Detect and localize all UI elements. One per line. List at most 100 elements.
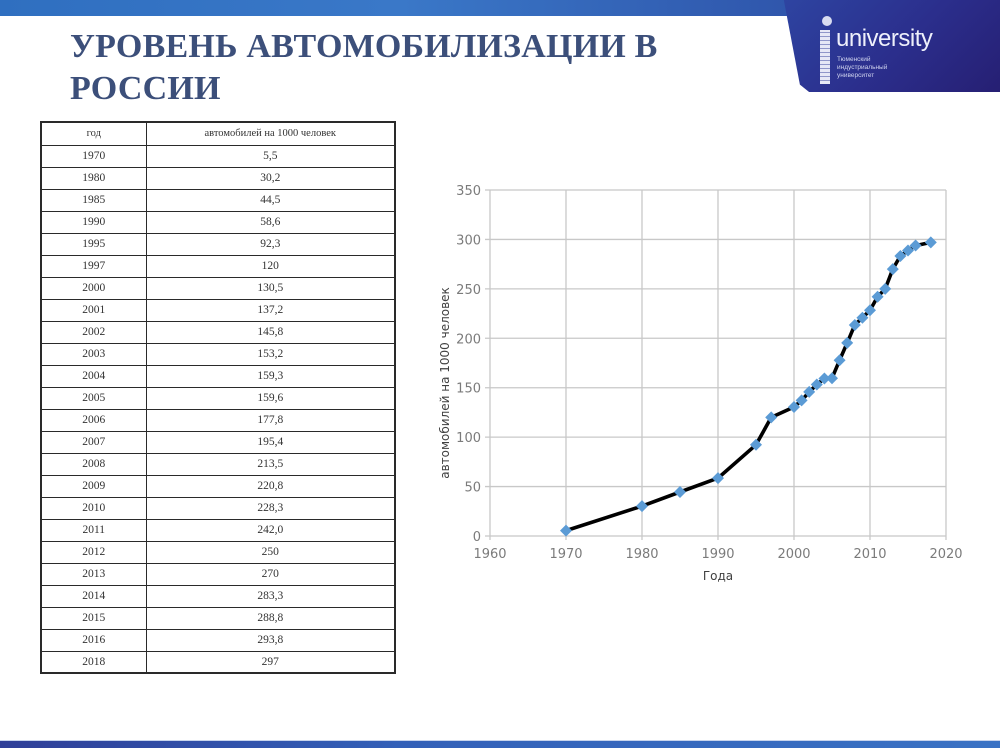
column-header-cars: автомобилей на 1000 человек xyxy=(145,121,396,146)
table-row: 2018 297 xyxy=(40,650,396,674)
cell-cars-per-1000: 30,2 xyxy=(145,166,396,190)
table-row: 2004 159,3 xyxy=(40,364,396,388)
cell-cars-per-1000: 159,3 xyxy=(145,364,396,388)
data-point-marker xyxy=(879,282,892,295)
data-point-marker xyxy=(856,311,869,324)
table-row: 2016 293,8 xyxy=(40,628,396,652)
y-tick-label: 300 xyxy=(456,233,481,248)
university-logo: university Тюменский индустриальный унив… xyxy=(818,14,988,86)
y-tick-label: 350 xyxy=(456,184,481,199)
cell-year: 1985 xyxy=(40,188,147,212)
cell-cars-per-1000: 242,0 xyxy=(145,518,396,542)
cell-cars-per-1000: 145,8 xyxy=(145,320,396,344)
data-point-marker xyxy=(909,239,922,252)
data-point-marker xyxy=(826,372,838,385)
cell-cars-per-1000: 58,6 xyxy=(145,210,396,234)
cell-cars-per-1000: 5,5 xyxy=(145,144,396,168)
table-row: 2007 195,4 xyxy=(40,430,396,454)
cell-cars-per-1000: 130,5 xyxy=(145,276,396,300)
cell-year: 1990 xyxy=(40,210,147,234)
data-point-marker xyxy=(712,472,724,485)
data-point-marker xyxy=(871,290,884,303)
cell-year: 2011 xyxy=(40,518,147,542)
logo-sub-line: Тюменский xyxy=(837,56,871,63)
y-tick-label: 250 xyxy=(456,283,481,298)
cell-cars-per-1000: 250 xyxy=(145,540,396,564)
table-row: 1997 120 xyxy=(40,254,396,278)
slide-title: УРОВЕНЬ АВТОМОБИЛИЗАЦИИ В РОССИИ xyxy=(70,26,770,110)
x-axis-label: Года xyxy=(703,569,733,583)
cell-cars-per-1000: 159,6 xyxy=(145,386,396,410)
motorization-chart: 0 50 100 150 200 250 300 350 1960 1970 1980 1990 200… xyxy=(430,175,970,595)
data-point-marker xyxy=(765,411,778,424)
globe-icon xyxy=(822,16,832,26)
cell-cars-per-1000: 195,4 xyxy=(145,430,396,454)
cell-year: 2008 xyxy=(40,452,147,476)
y-tick-label: 0 xyxy=(473,530,481,545)
cell-cars-per-1000: 153,2 xyxy=(145,342,396,366)
logo-sub-line: университет xyxy=(837,72,875,79)
cell-year: 1970 xyxy=(40,144,147,168)
table-row: 2013 270 xyxy=(40,562,396,586)
table-row: 1985 44,5 xyxy=(40,188,396,212)
table-row: 2002 145,8 xyxy=(40,320,396,344)
data-point-marker xyxy=(818,372,831,385)
motorization-table: год автомобилей на 1000 человек 1970 5,5 1… xyxy=(40,121,396,674)
cell-year: 2015 xyxy=(40,606,147,630)
data-point-marker xyxy=(902,244,914,257)
cell-year: 1980 xyxy=(40,166,147,190)
data-point-marker xyxy=(833,354,846,367)
top-decorative-band xyxy=(0,0,1000,16)
data-point-marker xyxy=(560,524,572,537)
cell-cars-per-1000: 177,8 xyxy=(145,408,396,432)
table-row: 2012 250 xyxy=(40,540,396,564)
cell-year: 2005 xyxy=(40,386,147,410)
cell-year: 2016 xyxy=(40,628,147,652)
logo-panel xyxy=(783,0,1000,92)
cell-cars-per-1000: 92,3 xyxy=(145,232,396,256)
y-tick-label: 150 xyxy=(456,382,481,397)
cell-year: 2000 xyxy=(40,276,147,300)
series-line xyxy=(564,240,933,533)
cell-year: 2014 xyxy=(40,584,147,608)
table-row: 2009 220,8 xyxy=(40,474,396,498)
logo-i-bar-icon xyxy=(820,30,830,84)
cell-year: 2018 xyxy=(40,650,147,674)
table-row: 1980 30,2 xyxy=(40,166,396,190)
cell-cars-per-1000: 44,5 xyxy=(145,188,396,212)
data-point-marker xyxy=(788,400,800,413)
table-row: 2014 283,3 xyxy=(40,584,396,608)
data-point-marker xyxy=(841,336,854,349)
data-point-marker xyxy=(924,236,937,249)
x-tick-label: 2010 xyxy=(853,547,886,562)
y-tick-label: 100 xyxy=(456,431,481,446)
cell-year: 1997 xyxy=(40,254,147,278)
logo-subtitle: Тюменский индустриальный университет xyxy=(837,56,887,80)
cell-year: 2001 xyxy=(40,298,147,322)
bottom-decorative-band xyxy=(0,740,1000,748)
cell-year: 2010 xyxy=(40,496,147,520)
cell-cars-per-1000: 228,3 xyxy=(145,496,396,520)
cell-year: 2007 xyxy=(40,430,147,454)
table-row: 2001 137,2 xyxy=(40,298,396,322)
cell-cars-per-1000: 220,8 xyxy=(145,474,396,498)
table-row: 2003 153,2 xyxy=(40,342,396,366)
cell-year: 2006 xyxy=(40,408,147,432)
cell-year: 2012 xyxy=(40,540,147,564)
cell-year: 2009 xyxy=(40,474,147,498)
x-tick-label: 1970 xyxy=(549,547,582,562)
cell-cars-per-1000: 293,8 xyxy=(145,628,396,652)
cell-cars-per-1000: 213,5 xyxy=(145,452,396,476)
table-row: 2015 288,8 xyxy=(40,606,396,630)
table-row: 1990 58,6 xyxy=(40,210,396,234)
x-tick-label: 1990 xyxy=(701,547,734,562)
cell-cars-per-1000: 283,3 xyxy=(145,584,396,608)
cell-year: 2003 xyxy=(40,342,147,366)
table-row: 2000 130,5 xyxy=(40,276,396,300)
data-point-marker xyxy=(803,385,816,398)
y-tick-label: 200 xyxy=(456,332,481,347)
data-point-marker xyxy=(750,438,762,451)
data-point-marker xyxy=(864,304,876,317)
table-row: 2010 228,3 xyxy=(40,496,396,520)
cell-cars-per-1000: 297 xyxy=(145,650,396,674)
